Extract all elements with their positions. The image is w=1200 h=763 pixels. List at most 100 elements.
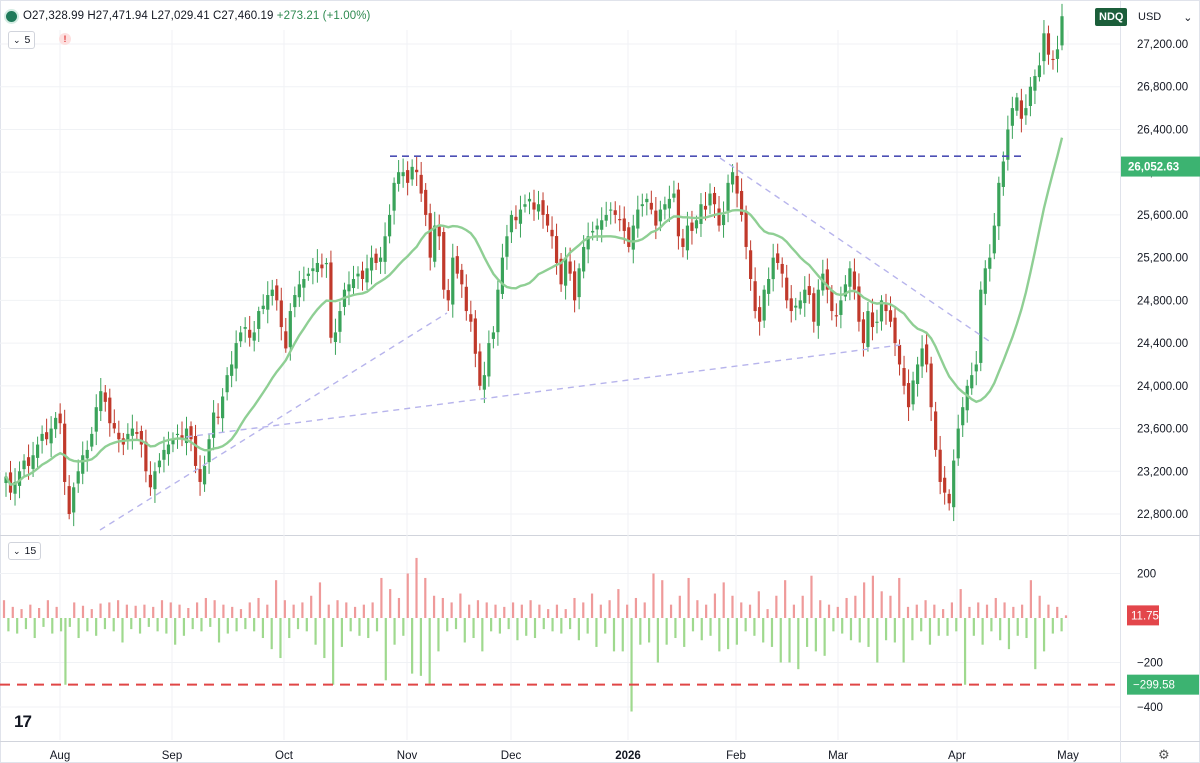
tradingview-logo[interactable]: 17 [14,712,32,731]
candle-up [333,332,338,343]
candle-down [568,261,572,274]
candle-down [216,416,220,418]
candle-up [974,364,978,372]
time-tick-label: Apr [948,750,966,762]
candle-up [49,428,53,444]
candle-up [911,380,915,405]
candle-down [947,493,951,504]
candle-up [631,225,635,250]
osc-current-label-box [1127,605,1159,626]
trendline-long-support[interactable] [185,344,901,438]
candle-up [505,236,509,257]
candle-up [85,449,89,459]
candle-up [685,225,690,251]
candle-up [324,262,329,265]
candle-up [378,257,383,262]
candle-up [257,311,261,329]
candle-down [135,432,139,434]
candle-up [1033,76,1037,91]
candle-up [451,257,455,305]
candle-up [762,289,766,321]
price-tick-label: 24,400.00 [1137,338,1188,350]
candle-down [807,286,811,296]
candle-down [897,344,902,365]
candle-up [72,487,76,513]
candle-up [252,332,256,341]
price-tick-label: 22,800.00 [1137,509,1188,521]
currency-select[interactable]: USD ⌄ [1138,8,1192,26]
candle-up [369,257,374,271]
candle-up [983,268,987,294]
warning-icon[interactable]: ! [59,33,71,45]
price-study-toggle[interactable]: ⌄ 5 [8,31,36,49]
candle-up [171,439,175,445]
candle-down [514,216,518,221]
price-tick-label: 25,600.00 [1137,210,1188,222]
candle-up [961,407,965,426]
candle-up [433,225,437,262]
candle-down [735,175,739,194]
candle-down [455,256,459,274]
trendline-rising-support[interactable] [99,312,448,531]
candle-up [970,375,974,389]
candle-down [902,368,906,386]
candle-down [717,208,721,226]
candle-up [591,230,595,233]
candle-down [676,189,681,237]
candle-down [58,413,62,424]
candle-up [4,476,8,484]
candle-up [243,327,247,329]
candle-down [929,363,933,408]
candle-down [545,214,550,226]
candle-down [906,383,911,408]
candle-down [934,411,938,450]
symbol-badge[interactable]: NDQ [1095,8,1128,26]
candle-down [613,210,617,215]
candle-up [17,471,22,486]
candle-down [776,253,780,263]
candle-up [365,268,369,283]
candle-down [279,300,283,328]
candle-up [90,433,94,447]
candle-down [248,329,252,338]
candle-down [703,205,708,210]
time-tick-label: May [1057,750,1079,762]
price-tick-label: 26,400.00 [1137,124,1188,136]
candle-up [81,455,85,474]
candle-down [473,318,477,354]
candle-up [658,209,662,222]
candle-down [541,200,545,215]
osc-tick-label: −200 [1137,658,1163,670]
candle-down [812,293,816,322]
candle-down [103,392,107,402]
candle-down [749,250,753,279]
candle-down [406,170,410,183]
candle-down [785,277,789,301]
change-value: +273.21 (+1.00%) [276,10,371,22]
candle-up [771,257,775,280]
candle-down [861,319,866,344]
candle-up [175,433,180,436]
candle-up [997,182,1001,227]
price-label-text: 26,052.63 [1128,162,1179,174]
candle-up [708,193,712,206]
candle-down [1051,58,1055,61]
candle-up [798,300,802,309]
candle-up [636,209,640,229]
price-study-value: 5 [24,34,31,46]
candle-down [554,236,559,263]
settings-gear-icon[interactable]: ⚙ [1158,747,1170,762]
candle-down [424,189,428,215]
candle-up [843,284,847,297]
candle-down [884,304,888,312]
candle-up [879,300,884,322]
volume-study-toggle[interactable]: ⌄ 15 [8,542,42,560]
candle-up [392,182,396,211]
candle-up [230,364,234,376]
candle-down [193,435,198,466]
candle-down [789,298,793,312]
price-tick-label: 26,800.00 [1137,82,1188,94]
candle-down [627,227,631,247]
